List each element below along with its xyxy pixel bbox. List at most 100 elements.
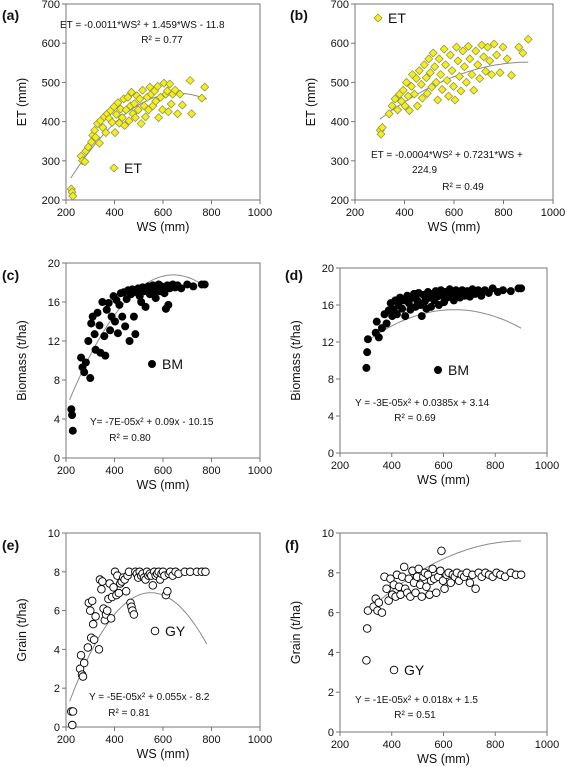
r-squared: R² = 0.81 bbox=[108, 708, 150, 719]
data-point bbox=[94, 138, 104, 148]
data-point bbox=[382, 584, 391, 593]
data-point bbox=[414, 66, 424, 76]
data-point bbox=[398, 304, 407, 313]
y-axis-label: Grain (t/ha) bbox=[289, 601, 303, 664]
y-tick-label: 500 bbox=[331, 77, 349, 89]
data-point bbox=[166, 99, 176, 109]
data-point bbox=[120, 121, 130, 131]
data-point bbox=[506, 287, 515, 296]
data-point bbox=[434, 366, 442, 374]
data-point bbox=[145, 82, 155, 92]
data-point bbox=[424, 54, 434, 64]
data-point bbox=[421, 73, 431, 83]
data-point bbox=[101, 351, 110, 360]
data-points bbox=[362, 546, 526, 665]
data-point bbox=[121, 586, 131, 596]
data-point bbox=[135, 94, 145, 104]
data-point bbox=[416, 79, 426, 89]
data-point bbox=[104, 298, 113, 307]
data-point bbox=[77, 353, 86, 362]
data-point bbox=[110, 128, 120, 138]
y-tick-label: 2 bbox=[328, 687, 334, 699]
data-point bbox=[437, 546, 446, 556]
y-tick-label: 4 bbox=[328, 411, 334, 423]
x-tick-label: 600 bbox=[154, 207, 172, 219]
legend-label: ET bbox=[388, 10, 406, 26]
data-point bbox=[111, 110, 121, 120]
y-tick-label: 200 bbox=[331, 195, 349, 207]
data-point bbox=[154, 113, 164, 123]
data-point bbox=[102, 305, 111, 314]
data-point bbox=[461, 77, 471, 87]
data-point bbox=[129, 610, 139, 619]
x-tick-label: 800 bbox=[202, 734, 220, 746]
data-point bbox=[500, 572, 510, 582]
data-point bbox=[401, 312, 410, 321]
x-tick-label: 400 bbox=[105, 465, 123, 477]
legend: ET bbox=[109, 160, 142, 176]
data-point bbox=[382, 319, 391, 328]
panel-label: (e) bbox=[2, 537, 19, 553]
data-point bbox=[68, 191, 78, 201]
data-point bbox=[124, 116, 134, 126]
y-tick-label: 300 bbox=[331, 156, 349, 168]
data-point bbox=[170, 85, 180, 95]
data-point bbox=[499, 286, 508, 295]
y-tick-label: 12 bbox=[322, 337, 334, 349]
data-point bbox=[427, 82, 437, 92]
x-tick-label: 400 bbox=[105, 207, 123, 219]
x-tick-label: 400 bbox=[105, 734, 123, 746]
data-point bbox=[80, 157, 90, 167]
data-point bbox=[68, 707, 78, 716]
data-point bbox=[393, 105, 403, 115]
y-tick-label: 400 bbox=[42, 117, 60, 129]
data-point bbox=[479, 52, 489, 62]
r-squared: R² = 0.49 bbox=[442, 182, 484, 193]
data-point bbox=[118, 312, 127, 321]
fit-equation: ET = -0.0004*WS² + 0.7231*WS + bbox=[371, 150, 523, 161]
data-point bbox=[89, 635, 99, 644]
data-point bbox=[159, 78, 169, 88]
y-axis-label: Biomass (t/ha) bbox=[15, 320, 29, 401]
y-tick-label: 2 bbox=[54, 683, 60, 695]
data-point bbox=[387, 101, 397, 111]
data-point bbox=[86, 374, 95, 383]
legend: BM bbox=[434, 362, 469, 378]
data-point bbox=[417, 592, 427, 601]
fit-equation: Y = -5E-05x² + 0.055x - 8.2 bbox=[89, 692, 210, 703]
data-point bbox=[101, 128, 111, 138]
data-point bbox=[433, 95, 443, 105]
data-point bbox=[129, 312, 138, 321]
data-point bbox=[442, 75, 452, 85]
data-point bbox=[372, 317, 381, 326]
y-tick-label: 10 bbox=[48, 528, 60, 540]
data-point bbox=[68, 426, 77, 435]
y-tick-label: 10 bbox=[322, 528, 334, 540]
data-point bbox=[459, 62, 469, 72]
data-point bbox=[110, 317, 119, 326]
data-point bbox=[492, 50, 502, 60]
x-tick-label: 800 bbox=[486, 739, 504, 751]
y-tick-label: 8 bbox=[54, 375, 60, 387]
x-tick-label: 1000 bbox=[535, 739, 559, 751]
legend: GY bbox=[389, 662, 425, 678]
x-axis-label: WS (mm) bbox=[417, 752, 470, 766]
data-point bbox=[97, 585, 106, 594]
data-point bbox=[487, 70, 497, 80]
data-point bbox=[454, 72, 464, 82]
data-point bbox=[475, 73, 485, 83]
x-tick-label: 600 bbox=[434, 460, 452, 472]
data-point bbox=[399, 562, 409, 572]
data-point bbox=[432, 588, 441, 597]
data-point bbox=[363, 335, 372, 344]
data-point bbox=[83, 643, 93, 652]
legend-label: GY bbox=[404, 662, 425, 678]
data-point bbox=[67, 405, 76, 414]
x-tick-label: 800 bbox=[202, 207, 220, 219]
data-point bbox=[453, 56, 463, 66]
data-point bbox=[141, 302, 150, 311]
data-point bbox=[373, 13, 383, 23]
data-point bbox=[458, 46, 468, 56]
data-point bbox=[148, 360, 156, 368]
data-point bbox=[465, 54, 475, 64]
